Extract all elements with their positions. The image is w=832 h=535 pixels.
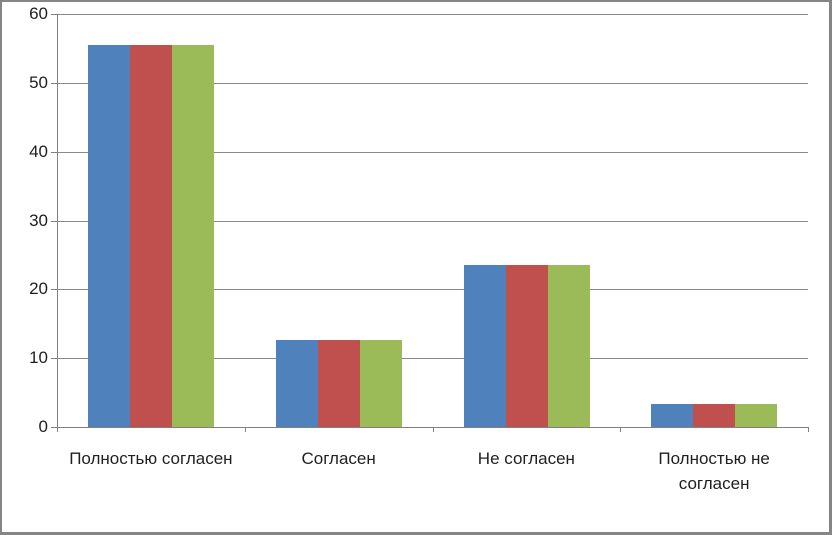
bar (547, 265, 590, 427)
bar (505, 265, 548, 427)
bar (275, 340, 318, 427)
bar (735, 403, 778, 427)
bar (317, 340, 360, 427)
y-tick-label: 10 (29, 348, 48, 368)
y-axis-tick (51, 358, 57, 360)
x-axis-tick (57, 427, 58, 432)
y-tick-label: 40 (29, 141, 48, 161)
y-tick-label: 0 (38, 417, 48, 436)
y-tick-label: 30 (29, 210, 48, 230)
x-axis-tick (808, 427, 809, 432)
x-axis-tick (432, 427, 434, 432)
y-axis-tick (51, 14, 57, 15)
y-axis-line (57, 14, 58, 427)
gridline (57, 220, 808, 222)
bar (359, 340, 402, 427)
bar (88, 44, 130, 427)
x-axis-tick (620, 427, 622, 432)
bar (172, 44, 214, 427)
bar (463, 265, 506, 427)
category-label: Полностью согласен (69, 449, 233, 468)
y-tick-label: 20 (29, 279, 48, 299)
gridline (57, 82, 808, 84)
y-axis-tick (51, 289, 57, 291)
gridline (57, 151, 808, 153)
gridline (57, 14, 808, 15)
y-tick-label: 60 (29, 4, 48, 23)
y-axis-tick (51, 82, 57, 84)
y-tick-label: 50 (29, 72, 48, 92)
y-axis-tick (51, 220, 57, 222)
bar (693, 403, 736, 427)
y-axis-tick (51, 427, 57, 428)
category-label: Полностью не согласен (658, 449, 770, 493)
category-label: Не согласен (477, 449, 575, 468)
gridline (57, 358, 808, 360)
gridline (57, 289, 808, 291)
y-axis-tick (51, 151, 57, 153)
x-axis-tick (244, 427, 246, 432)
bar (651, 403, 694, 427)
bar (130, 44, 172, 427)
category-label: Согласен (301, 449, 376, 468)
